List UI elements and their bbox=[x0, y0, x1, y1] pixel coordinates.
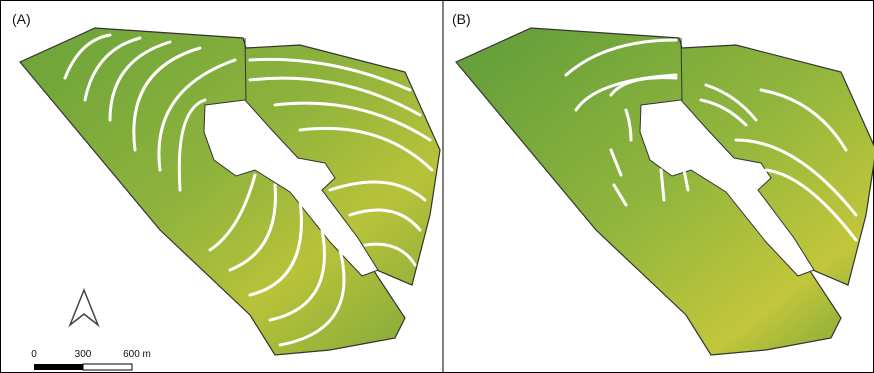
page: (A) 0 300 600 m (B) (() => { const d bbox=[0, 0, 874, 373]
scale-bar bbox=[83, 364, 132, 370]
panel-label: (A) bbox=[12, 11, 31, 27]
scale-label: 600 m bbox=[123, 349, 151, 360]
panel-label: (B) bbox=[452, 11, 471, 27]
panel-a: (A) 0 300 600 m bbox=[12, 11, 440, 370]
scale-bar bbox=[34, 364, 83, 370]
north-arrow bbox=[70, 290, 98, 325]
scale-label: 300 bbox=[75, 349, 92, 360]
panel-b: (B) bbox=[452, 11, 874, 355]
figure: (A) 0 300 600 m (B) bbox=[0, 0, 874, 373]
scale-label: 0 bbox=[31, 349, 37, 360]
